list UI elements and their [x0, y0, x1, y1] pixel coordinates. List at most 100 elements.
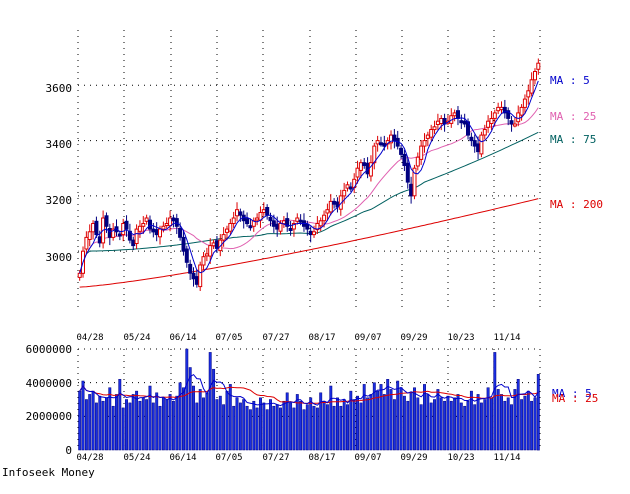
- volume-ma5-path: [79, 373, 539, 407]
- volume-bar: [252, 400, 256, 451]
- candle-body: [148, 219, 152, 230]
- candle-body: [325, 209, 330, 214]
- volume-bar: [376, 390, 380, 451]
- candle-body: [201, 256, 206, 266]
- price-y-tick: 3000: [46, 251, 73, 264]
- volume-y-tick: 0: [65, 444, 72, 457]
- volume-bar: [453, 397, 457, 451]
- volume-bar: [372, 382, 376, 451]
- volume-y-tick: 4000000: [26, 377, 72, 390]
- candle-body: [141, 223, 146, 227]
- volume-bar: [439, 397, 443, 451]
- candle-body: [255, 217, 260, 221]
- volume-bar: [426, 394, 430, 451]
- candle-body: [422, 140, 427, 147]
- volume-legend: MA : 5 MA : 25: [552, 387, 598, 405]
- candle-body: [278, 223, 283, 232]
- volume-bar: [402, 395, 406, 451]
- price-y-tick: 3400: [46, 138, 73, 151]
- volume-bar: [255, 407, 259, 451]
- price-x-tick: 09/29: [400, 333, 427, 343]
- volume-bar: [248, 409, 252, 451]
- candle-body: [111, 228, 116, 238]
- volume-bar: [526, 390, 530, 451]
- candle-body: [288, 228, 293, 231]
- candle-body: [275, 223, 280, 230]
- candle-body: [228, 223, 233, 232]
- volume-x-tick: 04/28: [76, 453, 103, 463]
- candle-body: [198, 264, 203, 288]
- volume-bar: [275, 404, 279, 451]
- volume-x-axis: 04/28 05/24 06/14 07/05 07/27 08/17 09/0…: [76, 453, 520, 463]
- candlesticks: [77, 58, 541, 291]
- candle-body: [429, 129, 434, 138]
- volume-bar: [218, 395, 222, 451]
- volume-bar: [336, 397, 339, 451]
- price-y-tick: 3200: [46, 194, 73, 207]
- volume-bar: [168, 394, 172, 451]
- volume-bar: [242, 399, 246, 451]
- price-y-tick: 3600: [46, 82, 73, 95]
- volume-bar: [382, 394, 386, 451]
- candle-body: [204, 253, 209, 257]
- volume-bar: [285, 392, 289, 451]
- volume-bar: [416, 397, 420, 451]
- volume-bar: [436, 389, 440, 451]
- volume-bar: [443, 400, 447, 451]
- volume-bar: [141, 397, 145, 451]
- volume-x-tick: 09/29: [400, 453, 427, 463]
- volume-bar: [151, 402, 155, 451]
- volume-y-tick: 6000000: [26, 343, 72, 356]
- candle-body: [519, 106, 524, 116]
- volume-bar: [279, 407, 282, 451]
- volume-bar: [192, 385, 195, 451]
- candle-body: [168, 217, 173, 227]
- candle-body: [261, 209, 266, 213]
- candle-body: [409, 183, 414, 197]
- volume-bar: [289, 402, 293, 451]
- candle-body: [268, 216, 273, 222]
- volume-bar: [111, 405, 115, 451]
- volume-bar: [433, 399, 436, 451]
- candle-body: [318, 220, 323, 227]
- legend-vol-ma5: MA : 5: [552, 387, 592, 400]
- volume-bar: [523, 395, 527, 451]
- volume-bar: [513, 389, 517, 451]
- candle-body: [489, 118, 494, 124]
- volume-x-tick: 08/17: [308, 453, 335, 463]
- ma5-path: [79, 80, 539, 274]
- volume-bar: [228, 384, 232, 451]
- candle-body: [479, 134, 484, 155]
- price-x-tick: 06/14: [169, 333, 196, 343]
- volume-bar: [413, 387, 416, 451]
- volume-bar: [91, 390, 95, 451]
- volume-bar: [342, 399, 346, 451]
- volume-bar: [493, 352, 497, 451]
- volume-bar: [506, 397, 510, 451]
- volume-x-tick: 09/07: [354, 453, 381, 463]
- volume-bar: [329, 385, 333, 451]
- volume-bar: [131, 394, 135, 451]
- volume-bar: [98, 395, 102, 451]
- price-x-tick: 07/05: [215, 333, 242, 343]
- volume-bar: [476, 394, 480, 451]
- volume-bar: [145, 399, 149, 451]
- price-x-tick: 07/27: [262, 333, 289, 343]
- legend-ma5: MA : 5: [550, 74, 590, 87]
- candle-body: [402, 153, 407, 166]
- volume-bar: [138, 400, 142, 451]
- candle-body: [235, 209, 239, 217]
- candle-body: [181, 236, 186, 252]
- candle-body: [97, 236, 102, 244]
- candle-body: [121, 223, 126, 236]
- volume-bar: [121, 407, 125, 451]
- candle-body: [419, 145, 424, 160]
- volume-bar: [105, 397, 108, 451]
- candle-body: [214, 240, 219, 249]
- candle-body: [392, 134, 397, 142]
- volume-bar: [205, 392, 209, 451]
- volume-bar: [84, 399, 88, 451]
- volume-bar: [503, 400, 507, 451]
- candle-body: [305, 223, 310, 230]
- volume-bar: [536, 374, 540, 451]
